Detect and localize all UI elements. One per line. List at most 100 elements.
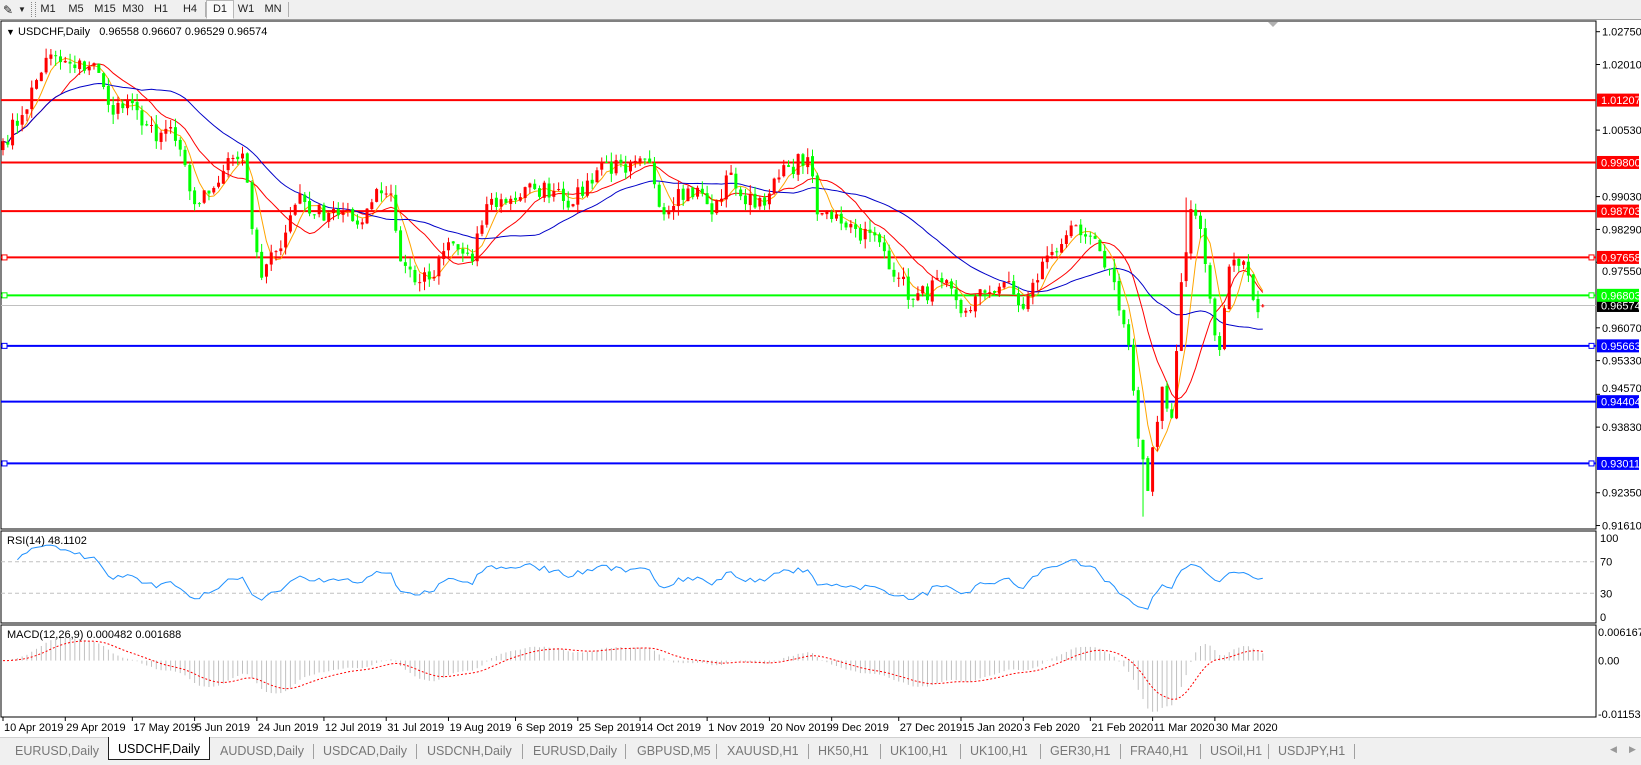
candle xyxy=(126,99,130,109)
tab-usdcad-daily[interactable]: USDCAD,Daily xyxy=(323,744,408,758)
tab-usdjpy-h1[interactable]: USDJPY,H1 xyxy=(1278,744,1346,758)
timeframe-d1[interactable]: D1 xyxy=(206,0,234,19)
candle xyxy=(1155,421,1159,447)
tab-usoil-h1[interactable]: USOil,H1 xyxy=(1210,744,1263,758)
tab-fra40-h1[interactable]: FRA40,H1 xyxy=(1130,744,1189,758)
chart-shift-marker[interactable] xyxy=(1268,22,1278,27)
current-price-label: 0.96574 xyxy=(1601,300,1641,312)
candle xyxy=(1222,308,1226,350)
price-panel[interactable]: 1.02750 1.02010 1.00530 0.99030 0.98290 0.975… xyxy=(0,20,1641,533)
candle xyxy=(15,120,19,126)
timeframe-m30[interactable]: M30 xyxy=(122,3,144,15)
timeframe-m5[interactable]: M5 xyxy=(68,3,84,15)
candle xyxy=(825,210,829,215)
candle xyxy=(935,277,939,280)
timeframe-mn[interactable]: MN xyxy=(264,3,282,15)
candle xyxy=(724,175,728,200)
ohlc-values: 0.96558 0.96607 0.96529 0.96574 xyxy=(99,26,267,38)
timeframe-h4[interactable]: H4 xyxy=(182,3,198,15)
rsi-panel[interactable]: 100 70 30 0 RSI(14) 48.1102 xyxy=(0,530,1618,624)
candle xyxy=(25,109,29,114)
candle xyxy=(1103,250,1107,268)
candle xyxy=(154,124,158,142)
timeframe-m15[interactable]: M15 xyxy=(94,3,116,15)
level-handle[interactable] xyxy=(1588,254,1595,261)
timeframe-w1[interactable]: W1 xyxy=(237,3,255,15)
candle xyxy=(1175,351,1179,419)
header-collapse-icon[interactable]: ▼ xyxy=(6,27,15,37)
level-handle[interactable] xyxy=(1588,460,1595,467)
candle xyxy=(973,296,977,312)
candle xyxy=(763,197,767,206)
level-handle[interactable] xyxy=(1,342,8,349)
macd-panel[interactable]: 0.006167 0.00 -0.011531 MACD(12,26,9) 0.00… xyxy=(0,624,1641,721)
candle xyxy=(202,190,206,203)
tab-ger30-h1[interactable]: GER30,H1 xyxy=(1050,744,1111,758)
candle xyxy=(1246,261,1250,276)
tab-separator xyxy=(808,744,809,759)
tab-usdchf-daily[interactable]: USDCHF,Daily xyxy=(108,737,210,760)
candle xyxy=(1141,439,1145,460)
candle xyxy=(1199,215,1202,229)
level-handle[interactable] xyxy=(1,254,8,261)
candle xyxy=(231,157,235,160)
timeframe-h1[interactable]: H1 xyxy=(153,3,169,15)
date-axis-label: 19 Aug 2019 xyxy=(449,722,511,734)
price-axis-label: 0.98290 xyxy=(1602,224,1641,236)
price-axis-label: 0.94570 xyxy=(1602,383,1641,395)
candle xyxy=(58,56,62,63)
scroll-right-icon[interactable]: ▶ xyxy=(1629,744,1636,754)
candle xyxy=(30,87,34,110)
candle xyxy=(873,232,877,236)
tab-uk100-h1-2[interactable]: UK100,H1 xyxy=(970,744,1028,758)
candle xyxy=(772,178,776,194)
timeframe-m1[interactable]: M1 xyxy=(40,3,56,15)
date-axis-label: 21 Feb 2020 xyxy=(1091,722,1153,734)
tab-hk50-h1[interactable]: HK50,H1 xyxy=(818,744,869,758)
candle xyxy=(518,197,522,201)
candle xyxy=(811,156,815,177)
candle xyxy=(605,161,609,163)
candle xyxy=(571,204,575,207)
candle xyxy=(720,198,723,202)
tab-xauusd-h1[interactable]: XAUUSD,H1 xyxy=(727,744,799,758)
candle xyxy=(332,209,336,214)
toolbar-grip[interactable] xyxy=(31,2,36,17)
level-handle[interactable] xyxy=(1588,292,1595,299)
tab-audusd-daily[interactable]: AUDUSD,Daily xyxy=(220,744,305,758)
price-axis: 1.02750 1.02010 1.00530 0.99030 0.98290 0.975… xyxy=(1596,27,1641,533)
horizontal-levels[interactable] xyxy=(1,99,1596,467)
level-price-label: 1.01207 xyxy=(1601,95,1641,107)
tab-uk100-h1[interactable]: UK100,H1 xyxy=(890,744,948,758)
candle xyxy=(633,160,637,162)
candle xyxy=(82,61,86,71)
candle xyxy=(1136,390,1140,439)
level-handle[interactable] xyxy=(1,292,8,299)
level-handle[interactable] xyxy=(1588,342,1595,349)
tab-usdcnh-daily[interactable]: USDCNH,Daily xyxy=(427,744,512,758)
candle xyxy=(504,199,508,203)
tab-eurusd-daily-2[interactable]: EURUSD,Daily xyxy=(533,744,618,758)
candle xyxy=(116,102,120,114)
candle xyxy=(250,182,254,229)
candle xyxy=(643,158,647,160)
candle xyxy=(197,203,201,205)
tab-separator xyxy=(625,744,626,759)
candle xyxy=(537,188,541,197)
candle xyxy=(341,211,345,215)
candle xyxy=(662,207,666,215)
candle xyxy=(945,280,949,284)
tab-gbpusd-m5[interactable]: GBPUSD,M5 xyxy=(637,744,711,758)
candle xyxy=(576,187,580,205)
candle xyxy=(743,195,747,205)
rsi-axis-label: 70 xyxy=(1600,557,1612,569)
candle xyxy=(1088,235,1092,237)
tab-eurusd-daily[interactable]: EURUSD,Daily xyxy=(15,744,100,758)
tool-dropdown-icon[interactable]: ▼ xyxy=(18,5,26,14)
candle xyxy=(451,241,455,244)
line-tool-icon[interactable]: ✎ xyxy=(3,3,14,17)
level-handle[interactable] xyxy=(1,460,8,467)
scroll-left-icon[interactable]: ◀ xyxy=(1610,744,1617,754)
